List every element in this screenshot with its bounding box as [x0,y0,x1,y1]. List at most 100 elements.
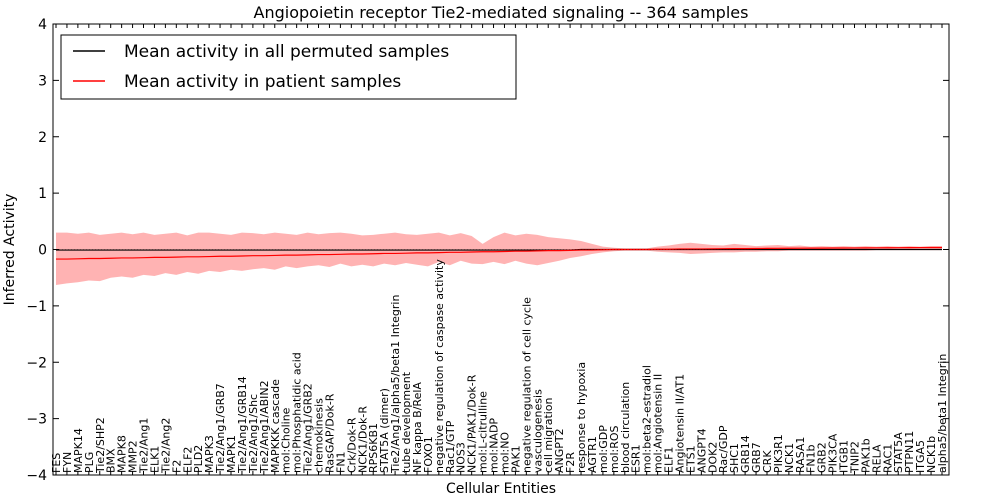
x-tick-label: mol:Choline [280,407,293,473]
x-tick-label: ANGPT2 [553,428,566,473]
y-tick-label: −1 [26,299,47,315]
x-tick-label: GRB14 [739,435,752,473]
x-tick-label: Tie2/Ang2 [159,418,172,474]
x-tick-label: PTPN11 [903,431,916,473]
x-tick-label: MAPK14 [72,428,85,473]
x-tick-label: SHC1 [728,443,741,473]
x-tick-label: NCK1/PAK1/Dok-R [466,374,479,473]
y-tick-label: −2 [26,355,47,371]
x-tick-label: TNIP2 [848,441,861,474]
x-tick-label: PLD2 [192,445,205,473]
x-tick-label: Tie2/SHP2 [94,417,107,474]
x-tick-label: PAK1b [859,438,872,473]
x-tick-label: ESR1 [630,444,643,473]
x-tick-label: Rac/GDP [717,425,730,473]
x-tick-label: FN1 [334,451,347,473]
x-tick-label: Tie2/Ang1/GRB2 [302,383,315,474]
x-tick-label: tube development [400,371,413,473]
x-tick-label: blood circulation [619,382,632,473]
x-tick-label: Tie2/Ang1 [138,418,151,474]
confidence-band [56,232,942,286]
y-tick-label: −3 [26,412,47,428]
x-tick-label: MAPK3 [203,435,216,473]
x-tick-label: ELF1 [663,447,676,473]
x-tick-label: Rac1/GTP [444,420,457,473]
x-tick-label: Tie2/Ang1/GRB7 [214,383,227,474]
x-tick-label: Tie2/Ang1/alpha5/beta1 Integrin [389,295,402,474]
x-tick-label: mol:L-citrulline [477,391,490,473]
x-tick-label: cell migration [542,397,555,473]
x-tick-label: Tie2/Ang1/GRB14 [236,376,249,474]
x-tick-label: PLG [83,452,96,473]
x-tick-label: NCK1b [925,436,938,473]
y-tick-label: 1 [38,186,47,202]
chart-title: Angiopoietin receptor Tie2-mediated sign… [254,3,749,22]
x-tick-label: Tie2/Ang1/ABIN2 [258,380,271,474]
x-tick-label: GRB2 [816,442,829,473]
y-axis-title: Inferred Activity [2,194,18,306]
x-tick-label: DOK2 [706,442,719,473]
x-tick-label: RAC1 [881,444,894,473]
x-tick-label: FYN [61,452,74,473]
x-tick-label: alpha5/beta1 Integrin [936,354,949,473]
x-tick-label: STAT5A (dimer) [378,388,391,473]
x-tick-label: STAT5A [892,432,905,473]
x-tick-label: FN1b [805,444,818,473]
x-tick-label: RELA [870,444,883,473]
y-tick-label: 0 [38,243,47,259]
x-tick-label: GRB7 [750,442,763,473]
x-tick-label: ANGPT4 [695,428,708,473]
x-tick-label: vasculogenesis [531,389,544,473]
legend-label: Mean activity in patient samples [124,72,401,92]
x-tick-label: ITGA5 [914,440,927,473]
x-tick-label: negative regulation of cell cycle [520,297,533,473]
x-tick-label: mol:beta2-estradiol [641,365,654,473]
x-axis-title: Cellular Entities [446,481,556,497]
x-tick-label: NCK1/Dok-R [356,406,369,473]
x-tick-label: ITGB1 [838,440,851,473]
x-tick-label: negative regulation of caspase activity [433,259,446,473]
x-tick-label: Crk/Dok-R [345,417,358,473]
x-tick-label: mol:ROS [608,425,621,473]
legend-box [60,34,517,100]
x-tick-label: PIK3CA [827,433,840,473]
x-tick-label: Angiotensin II/AT1 [673,374,686,473]
x-tick-label: PAK1 [509,445,522,473]
x-tick-label: MMP2 [127,440,140,473]
series-line-patient [56,246,943,260]
x-tick-label: NOS3 [455,442,468,473]
x-tick-label: ETS1 [684,445,697,473]
x-tick-label: RPS6KB1 [367,423,380,473]
x-tick-label: RasGAP/Dok-R [323,393,336,473]
x-tick-label: response to hypoxia [575,362,588,473]
x-tick-label: CRK [761,450,774,473]
x-tick-label: F2 [170,460,183,473]
x-tick-label: MAPK8 [116,435,129,473]
x-tick-label: MAPK1 [225,435,238,473]
x-tick-label: RASA1 [794,437,807,473]
y-tick-label: 3 [38,73,47,89]
x-tick-label: mol:Angiotensin II [652,374,665,473]
x-tick-label: ELF2 [181,447,194,473]
x-tick-label: NCK1 [783,443,796,473]
x-tick-label: MAPKKK cascade [269,379,282,473]
legend-label: Mean activity in all permuted samples [124,42,449,62]
x-tick-label: AGTR1 [586,436,599,473]
x-tick-label: chemokinesis [313,398,326,473]
x-tick-label: BMX [105,448,118,473]
x-tick-label: Tie2/Ang1/Shc [247,394,260,474]
x-tick-label: FOXO1 [422,436,435,473]
x-tick-label: mol:Phosphatidic acid [291,352,304,473]
x-tick-label: mol:NADP [488,418,501,473]
x-tick-label: PIK3R1 [772,434,785,473]
x-tick-label: FES [50,453,63,473]
x-tick-label: mol:NO [498,432,511,473]
x-tick-label: NF kappa B/RelA [411,382,424,473]
y-tick-label: 2 [38,130,47,146]
x-tick-label: mol:GDP [597,425,610,473]
y-tick-label: 4 [38,17,47,33]
x-tick-label: ELK1 [148,446,161,473]
y-tick-label: −4 [26,468,47,484]
x-tick-label: F2R [564,452,577,473]
